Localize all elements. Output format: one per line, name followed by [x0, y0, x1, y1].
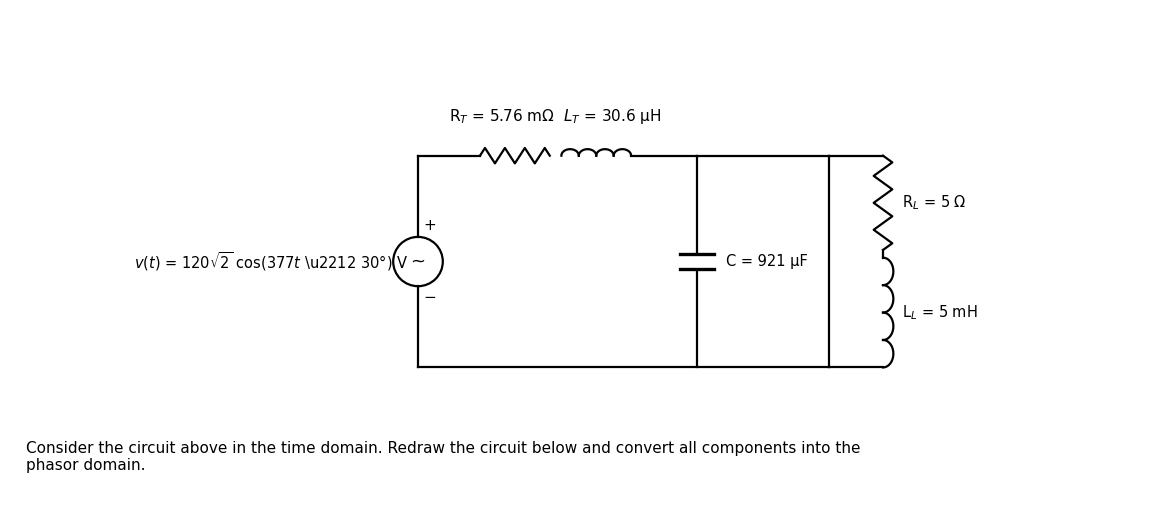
Text: R$_L$ = 5 Ω: R$_L$ = 5 Ω — [903, 194, 967, 212]
Text: −: − — [424, 290, 436, 305]
Text: C = 921 μF: C = 921 μF — [727, 254, 808, 269]
Text: L$_L$ = 5 mH: L$_L$ = 5 mH — [903, 303, 978, 322]
Text: +: + — [424, 218, 436, 233]
Text: ~: ~ — [411, 252, 425, 271]
Text: Consider the circuit above in the time domain. Redraw the circuit below and conv: Consider the circuit above in the time d… — [26, 441, 861, 473]
Text: $v(t)$ = 120$\sqrt{2}$ cos(377$t$ \u2212 30°) V: $v(t)$ = 120$\sqrt{2}$ cos(377$t$ \u2212… — [134, 250, 409, 273]
Text: R$_T$ = 5.76 m$\Omega$  $L_T$ = 30.6 μH: R$_T$ = 5.76 m$\Omega$ $L_T$ = 30.6 μH — [450, 107, 662, 126]
